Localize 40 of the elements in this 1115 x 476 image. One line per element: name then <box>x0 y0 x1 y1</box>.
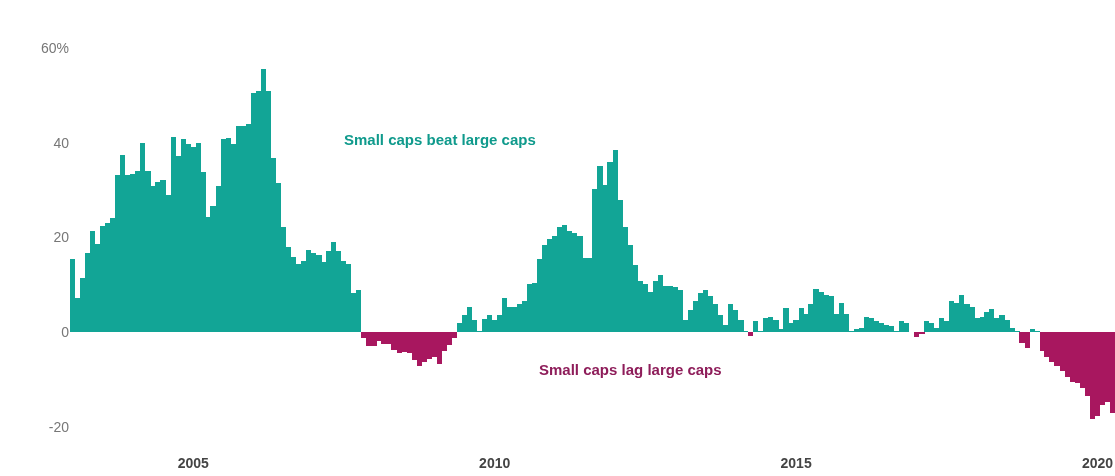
bar <box>381 332 387 345</box>
bar <box>240 125 247 333</box>
bar <box>928 322 935 333</box>
bar <box>511 307 518 333</box>
bar <box>466 306 473 333</box>
x-tick-label: 2015 <box>780 455 812 471</box>
annotation: Small caps lag large caps <box>539 361 722 378</box>
bar <box>697 293 704 333</box>
bar <box>436 332 443 364</box>
bar <box>421 332 428 362</box>
x-tick-label: 2010 <box>479 455 511 471</box>
x-tick-label: 2020 <box>1081 455 1114 471</box>
bar <box>748 332 754 336</box>
bar <box>878 322 885 333</box>
bar <box>486 315 493 333</box>
annotation: Small caps beat large caps <box>344 131 536 148</box>
bar <box>99 226 106 333</box>
bar <box>984 311 990 333</box>
bar <box>250 93 257 333</box>
bar <box>923 321 930 333</box>
y-tick-label: 40 <box>53 134 70 151</box>
bar <box>657 274 664 333</box>
bar <box>888 326 895 333</box>
bar <box>898 321 905 333</box>
bar <box>753 321 759 333</box>
bar <box>672 287 679 333</box>
bar <box>501 298 508 333</box>
bar <box>1094 332 1101 417</box>
bar <box>89 231 96 333</box>
y-tick-label: 60% <box>40 39 69 56</box>
bar <box>667 286 674 333</box>
bar <box>1109 332 1115 414</box>
x-tick-label: 2005 <box>177 455 210 471</box>
bar <box>70 259 76 333</box>
y-tick-label: 20 <box>53 229 70 246</box>
y-tick-label: 0 <box>61 324 70 341</box>
bar <box>702 290 709 333</box>
bar <box>1089 332 1096 420</box>
bar <box>330 241 337 333</box>
y-tick-label: -20 <box>48 418 70 435</box>
